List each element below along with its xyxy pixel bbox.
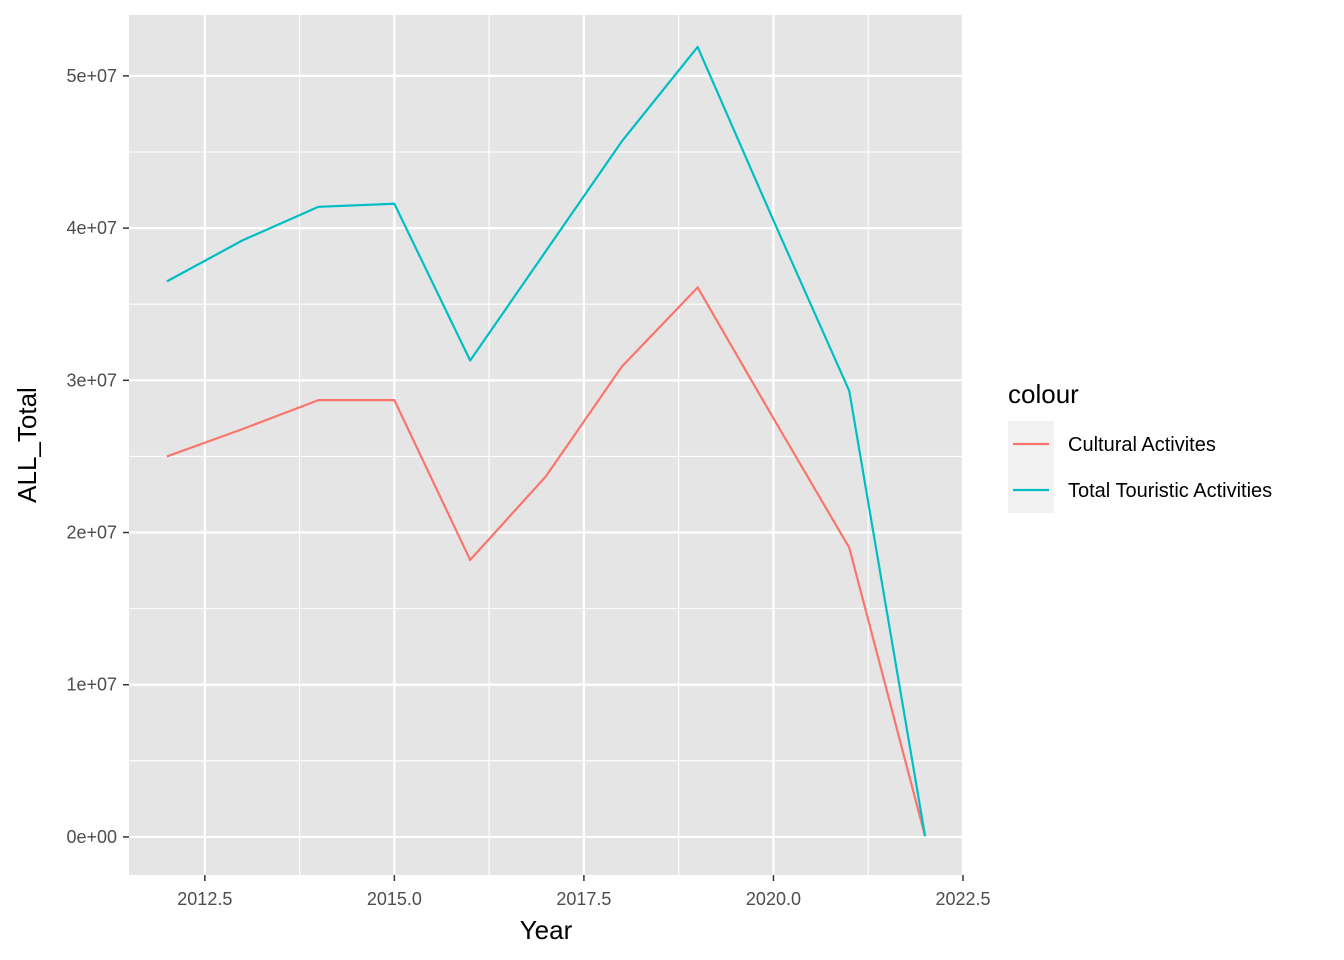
series-line-2	[166, 45, 927, 837]
series-lines	[166, 45, 927, 837]
y-tick-label: 0e+00	[66, 827, 117, 847]
x-tick-label: 2012.5	[177, 889, 232, 909]
y-tick-label: 2e+07	[66, 523, 117, 543]
y-tick-label: 3e+07	[66, 370, 117, 390]
legend: colour Cultural Activites Total Touristic…	[1008, 379, 1272, 513]
plot-panel	[129, 15, 963, 875]
y-axis-title: ALL_Total	[12, 387, 42, 503]
legend-items: Cultural Activites Total Touristic Activi…	[1008, 421, 1272, 513]
major-gridlines	[129, 15, 965, 875]
legend-title: colour	[1008, 379, 1079, 409]
x-tick-label: 2015.0	[367, 889, 422, 909]
x-tick-label: 2020.0	[746, 889, 801, 909]
legend-label: Cultural Activites	[1068, 434, 1216, 456]
x-tick-label: 2017.5	[556, 889, 611, 909]
y-axis: 0e+00 1e+07 2e+07 3e+07 4e+07 5e+07	[66, 66, 129, 847]
y-tick-label: 4e+07	[66, 218, 117, 238]
x-axis-title: Year	[520, 915, 573, 945]
y-tick-label: 1e+07	[66, 675, 117, 695]
series-line-1	[166, 286, 927, 837]
x-tick-label: 2022.5	[935, 889, 990, 909]
legend-label: Total Touristic Activities	[1068, 480, 1272, 502]
y-tick-label: 5e+07	[66, 66, 117, 86]
minor-gridlines	[129, 15, 963, 875]
x-axis: 2012.5 2015.0 2017.5 2020.0 2022.5	[177, 875, 991, 909]
